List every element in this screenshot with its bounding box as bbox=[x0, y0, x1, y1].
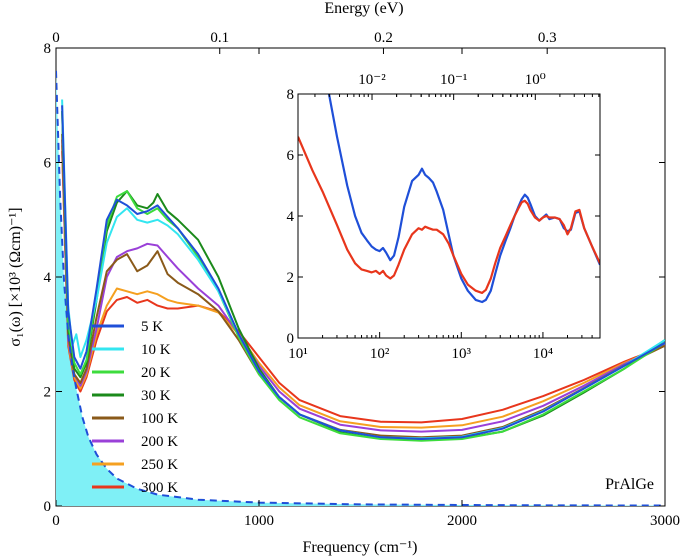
inset-y-tick-label: 8 bbox=[287, 87, 295, 103]
y-axis-title: σ₁(ω) [×10³ (Ωcm)⁻¹] bbox=[7, 207, 24, 346]
legend-label-20-k: 20 K bbox=[141, 365, 171, 381]
sample-label: PrAlGe bbox=[605, 476, 654, 493]
inset-background bbox=[298, 94, 600, 338]
inset-x-tick-label: 10⁴ bbox=[533, 346, 553, 362]
legend-label-5-k: 5 K bbox=[141, 319, 163, 335]
legend-label-30-k: 30 K bbox=[141, 388, 171, 404]
y-tick-label: 6 bbox=[44, 156, 52, 172]
inset-x-tick-label: 10¹ bbox=[288, 346, 308, 362]
inset-series-group bbox=[298, 94, 600, 304]
y-tick-label: 2 bbox=[44, 385, 52, 401]
x-axis-title: Frequency (cm⁻¹) bbox=[303, 539, 418, 556]
inset-axes-group: 10¹ 10² 10³ 10⁴ 0 2 4 6 8 10⁻² 10⁻¹ 10⁰ bbox=[287, 72, 601, 362]
inset-y-tick-label: 4 bbox=[287, 209, 295, 225]
top-axis-title: Energy (eV) bbox=[324, 0, 403, 17]
series-line-200-k bbox=[61, 139, 665, 433]
legend-label-100-k: 100 K bbox=[141, 411, 178, 427]
x-tick-label: 1000 bbox=[244, 513, 274, 529]
legend-label-250-k: 250 K bbox=[141, 457, 178, 473]
legend: 5 K 10 K 20 K 30 K 100 K 200 K 250 K 300 K bbox=[92, 319, 178, 496]
top-tick-label: 0.3 bbox=[538, 30, 557, 46]
y-tick-label: 4 bbox=[44, 270, 52, 286]
inset-top-tick-label: 10⁻² bbox=[358, 72, 386, 88]
y-tick-label: 8 bbox=[44, 41, 52, 57]
legend-label-300-k: 300 K bbox=[141, 480, 178, 496]
x-tick-label: 3000 bbox=[650, 513, 680, 529]
inset-y-tick-label: 0 bbox=[287, 331, 295, 347]
top-tick-label: 0.2 bbox=[374, 30, 393, 46]
inset-series-line-300-k bbox=[298, 136, 600, 294]
x-tick-label: 2000 bbox=[447, 513, 477, 529]
legend-label-200-k: 200 K bbox=[141, 434, 178, 450]
series-line-5-k bbox=[61, 105, 665, 440]
top-tick-label: 0 bbox=[52, 30, 60, 46]
y-tick-label: 0 bbox=[44, 499, 52, 515]
inset-x-tick-label: 10² bbox=[370, 346, 390, 362]
inset-y-tick-label: 2 bbox=[287, 270, 295, 286]
drude-dashed-line bbox=[56, 70, 665, 506]
inset-y-tick-label: 6 bbox=[287, 148, 295, 164]
inset-x-tick-label: 10³ bbox=[452, 346, 472, 362]
inset-top-tick-label: 10⁰ bbox=[525, 72, 546, 88]
inset-top-tick-label: 10⁻¹ bbox=[440, 72, 467, 88]
top-tick-label: 0.1 bbox=[210, 30, 229, 46]
legend-label-10-k: 10 K bbox=[141, 342, 171, 358]
x-tick-label: 0 bbox=[52, 513, 60, 529]
